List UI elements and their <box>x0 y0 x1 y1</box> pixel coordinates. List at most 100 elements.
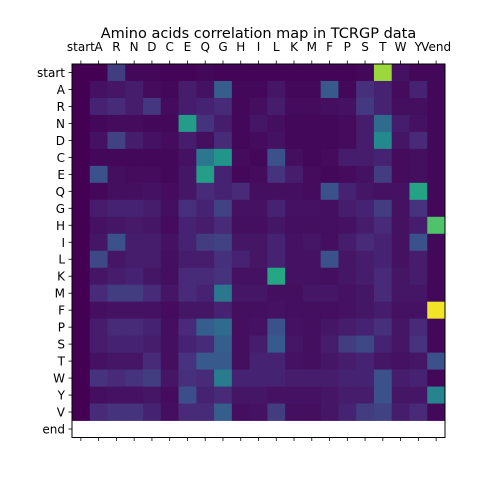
heatmap-cell <box>178 182 197 201</box>
heatmap-cell <box>267 80 286 99</box>
heatmap-cell <box>160 335 179 354</box>
x-tick-label: C <box>165 40 173 54</box>
heatmap-cell <box>320 403 339 421</box>
heatmap-cell <box>427 369 446 387</box>
heatmap-cell <box>391 250 410 269</box>
heatmap-cell <box>178 64 197 82</box>
heatmap-cell <box>338 318 357 337</box>
heatmap-cell <box>231 216 251 235</box>
heatmap-cell <box>285 386 304 404</box>
heatmap-cell <box>196 403 215 421</box>
heatmap-cell <box>267 369 286 387</box>
heatmap-cell <box>249 386 268 404</box>
heatmap-cell <box>249 148 268 167</box>
heatmap-cell <box>178 199 197 218</box>
heatmap-cell <box>302 335 322 354</box>
heatmap-cell <box>107 284 126 303</box>
heatmap-cell <box>89 148 108 167</box>
y-tick-label: S <box>57 338 65 352</box>
heatmap-cell <box>427 114 446 133</box>
heatmap-cell <box>427 233 446 252</box>
chart-title: Amino acids correlation map in TCRGP dat… <box>101 26 417 42</box>
heatmap-cell <box>160 250 179 269</box>
heatmap-cell <box>320 369 339 387</box>
heatmap-cell <box>427 267 446 286</box>
heatmap-cell <box>178 335 197 354</box>
y-tick-label: start <box>37 66 65 80</box>
heatmap-cell <box>409 64 428 82</box>
heatmap-cell <box>196 114 215 133</box>
heatmap-cell <box>302 80 322 99</box>
heatmap-cell <box>178 148 197 167</box>
heatmap-cell <box>89 80 108 99</box>
heatmap-cell <box>178 369 197 387</box>
heatmap-cell <box>409 267 428 286</box>
heatmap-cell <box>249 403 268 421</box>
heatmap-cell <box>267 233 286 252</box>
heatmap-cell <box>231 182 251 201</box>
heatmap-cell <box>178 250 197 269</box>
heatmap-cell <box>267 318 286 337</box>
heatmap-cell <box>143 165 162 184</box>
heatmap-cell <box>107 352 126 370</box>
heatmap-cell <box>285 165 304 184</box>
heatmap-cell <box>373 131 393 150</box>
heatmap-cell <box>249 80 268 99</box>
heatmap-cell <box>285 97 304 116</box>
heatmap-cell <box>107 250 126 269</box>
heatmap-cell <box>285 233 304 252</box>
heatmap-cell <box>356 165 375 184</box>
heatmap-cell <box>178 233 197 252</box>
y-tick-label: E <box>57 168 65 182</box>
heatmap-cell <box>231 318 251 337</box>
heatmap-cell <box>427 284 446 303</box>
heatmap-cell <box>409 284 428 303</box>
heatmap-cell <box>356 335 375 354</box>
heatmap-cell <box>320 114 339 133</box>
heatmap-cell <box>160 301 179 320</box>
heatmap-cell <box>160 148 179 167</box>
heatmap-cell <box>160 267 179 286</box>
heatmap-cell <box>302 64 322 82</box>
heatmap-cell <box>409 165 428 184</box>
heatmap-cell <box>143 369 162 387</box>
heatmap-cell <box>338 233 357 252</box>
heatmap-cell <box>178 318 197 337</box>
heatmap-cell <box>231 250 251 269</box>
heatmap-cell <box>249 267 268 286</box>
heatmap-cell <box>356 369 375 387</box>
x-tick-label: F <box>326 40 333 54</box>
heatmap-cell <box>267 199 286 218</box>
heatmap-cell <box>285 148 304 167</box>
heatmap-cell <box>373 267 393 286</box>
heatmap-cell <box>196 148 215 167</box>
heatmap-cell <box>302 233 322 252</box>
x-tick-label: H <box>236 40 245 54</box>
heatmap-cell <box>89 403 108 421</box>
heatmap-cell <box>249 216 268 235</box>
heatmap-cell <box>214 318 233 337</box>
y-tick-label: G <box>56 202 65 216</box>
heatmap-cell <box>89 284 108 303</box>
heatmap-cell <box>178 165 197 184</box>
x-tick-label: W <box>395 40 407 54</box>
heatmap-cell <box>231 64 251 82</box>
y-tick-label: P <box>58 321 65 335</box>
heatmap-cell <box>196 352 215 370</box>
heatmap-cell <box>249 233 268 252</box>
heatmap-cell <box>391 352 410 370</box>
heatmap-cell <box>89 335 108 354</box>
heatmap-cell <box>356 131 375 150</box>
heatmap-cell <box>160 386 179 404</box>
heatmap-cell <box>373 318 393 337</box>
heatmap-cell <box>391 233 410 252</box>
heatmap-cell <box>356 182 375 201</box>
heatmap-cell <box>214 386 233 404</box>
heatmap-cell <box>373 284 393 303</box>
heatmap-cell <box>320 318 339 337</box>
heatmap-cell <box>338 165 357 184</box>
heatmap-cell <box>373 369 393 387</box>
heatmap-cell <box>160 131 179 150</box>
heatmap-cell <box>72 131 91 150</box>
